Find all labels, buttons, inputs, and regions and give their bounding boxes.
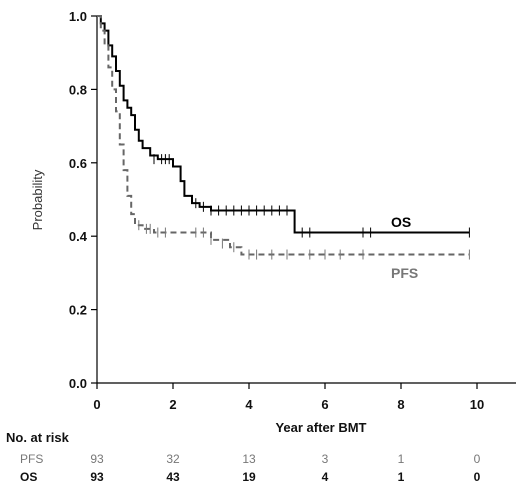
risk-value-os: 0: [474, 470, 481, 484]
axes: [96, 16, 516, 384]
risk-value-pfs: 0: [474, 452, 481, 466]
risk-value-pfs: 13: [242, 452, 256, 466]
y-tick-label: 0.0: [69, 376, 87, 391]
x-tick-label: 8: [397, 397, 404, 412]
risk-value-os: 4: [322, 470, 329, 484]
risk-table-title: No. at risk: [6, 430, 70, 445]
x-tick-label: 10: [470, 397, 484, 412]
series-label-pfs: PFS: [391, 265, 418, 281]
y-tick-label: 1.0: [69, 9, 87, 24]
risk-value-pfs: 32: [166, 452, 180, 466]
x-tick-label: 6: [321, 397, 328, 412]
y-tick-label: 0.6: [69, 156, 87, 171]
x-tick-label: 0: [93, 397, 100, 412]
risk-value-pfs: 1: [398, 452, 405, 466]
censor-marks: [138, 154, 470, 260]
x-tick-label: 4: [245, 397, 253, 412]
risk-value-os: 93: [90, 470, 104, 484]
series-line-os: [97, 15, 470, 234]
y-ticks: 0.0 0.2 0.4 0.6 0.8 1.0: [69, 9, 97, 391]
risk-row-label-os: OS: [20, 470, 37, 484]
x-ticks: 0 2 4 6 8 10: [93, 383, 484, 412]
curves: [97, 15, 470, 256]
y-axis-label: Probability: [30, 169, 45, 230]
y-tick-label: 0.2: [69, 303, 87, 318]
risk-table: No. at risk PFS OS 93 32 13 3 1 0 93 43 19 4 1 0: [6, 430, 481, 484]
risk-value-pfs: 93: [90, 452, 104, 466]
x-axis-label: Year after BMT: [275, 420, 366, 435]
series-line-pfs: [97, 15, 470, 256]
risk-value-os: 19: [242, 470, 256, 484]
risk-values: 93 32 13 3 1 0 93 43 19 4 1 0: [90, 452, 480, 484]
risk-value-os: 43: [166, 470, 180, 484]
series-label-os: OS: [391, 214, 411, 230]
x-tick-label: 2: [169, 397, 176, 412]
y-tick-label: 0.4: [69, 229, 88, 244]
y-tick-label: 0.8: [69, 82, 87, 97]
risk-value-os: 1: [398, 470, 405, 484]
risk-row-label-pfs: PFS: [20, 452, 43, 466]
risk-value-pfs: 3: [322, 452, 329, 466]
